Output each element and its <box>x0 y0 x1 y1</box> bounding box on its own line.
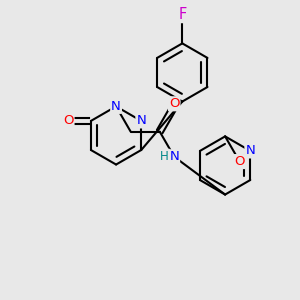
Text: N: N <box>111 100 121 113</box>
Text: F: F <box>178 7 186 22</box>
Text: N: N <box>245 144 255 158</box>
Text: N: N <box>169 150 179 163</box>
Text: H: H <box>160 150 169 163</box>
Text: N: N <box>136 114 146 128</box>
Text: O: O <box>63 114 74 128</box>
Text: O: O <box>234 155 245 168</box>
Text: O: O <box>169 97 179 110</box>
